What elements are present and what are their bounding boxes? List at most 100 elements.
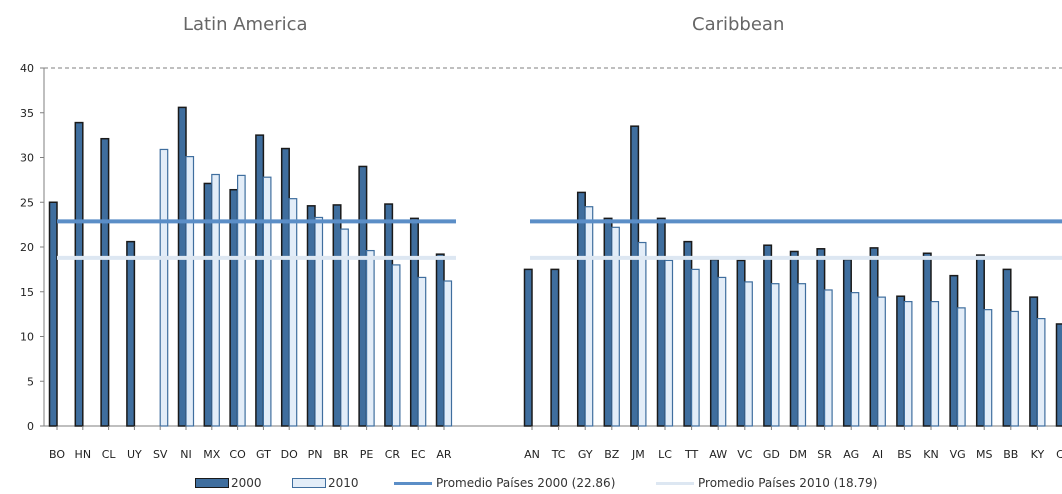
bar-2000-KY	[1029, 296, 1039, 427]
bar-2000-CL	[100, 137, 110, 427]
y-tick-label: 40	[20, 62, 34, 75]
bar-2010-AG	[850, 292, 860, 427]
x-tick-label-BZ: BZ	[604, 448, 620, 461]
x-tick-label-AN: AN	[524, 448, 540, 461]
bar-2000-BZ	[603, 217, 613, 427]
bar-2000-GT	[255, 134, 265, 427]
x-tick-label-DO: DO	[281, 448, 298, 461]
bar-2010-AR	[443, 280, 453, 427]
x-tick-label-KN: KN	[923, 448, 938, 461]
bar-2000-HN	[74, 121, 84, 427]
x-tick-label-TC: TC	[551, 448, 566, 461]
legend-label-avg-2000: Promedio Países 2000 (22.86)	[436, 476, 616, 490]
bar-2000-VG	[949, 274, 959, 427]
x-tick-label-HN: HN	[75, 448, 92, 461]
legend-item-avg-2010: Promedio Países 2010 (18.79)	[656, 476, 877, 490]
bar-2010-AI	[877, 296, 886, 427]
x-tick-label-LC: LC	[658, 448, 672, 461]
bar-2000-PE	[358, 165, 368, 427]
bar-2010-DM	[797, 283, 807, 427]
bar-2010-CO	[237, 174, 246, 427]
bar-2000-UY	[126, 240, 136, 427]
bar-2010-SR	[823, 289, 833, 427]
bar-2010-GT	[262, 176, 272, 427]
bar-2010-PE	[366, 249, 375, 427]
bar-2010-DO	[288, 198, 298, 427]
bar-2000-GD	[763, 244, 773, 427]
bar-2000-MS	[975, 254, 985, 427]
x-tick-label-CL: CL	[102, 448, 117, 461]
bar-2000-EC	[409, 217, 419, 427]
x-tick-label-GY: GY	[578, 448, 593, 461]
x-tick-label-VC: VC	[737, 448, 753, 461]
bar-2000-CU	[1055, 323, 1062, 427]
bar-2000-VC	[736, 259, 746, 427]
bar-2000-AG	[842, 258, 852, 427]
bar-2010-AW	[717, 276, 727, 427]
x-tick-label-JM: JM	[631, 448, 645, 461]
y-tick-label: 15	[20, 286, 34, 299]
x-tick-label-AR: AR	[436, 448, 452, 461]
x-tick-label-AG: AG	[843, 448, 859, 461]
x-tick-label-AW: AW	[709, 448, 727, 461]
bar-2000-NI	[177, 106, 187, 427]
bar-2010-NI	[185, 156, 195, 427]
bar-2010-GY	[584, 206, 594, 427]
legend-item-2000: 2000	[195, 476, 262, 490]
bar-2010-MX	[211, 173, 220, 427]
bar-2000-CO	[229, 188, 239, 427]
x-tick-label-CO: CO	[229, 448, 246, 461]
bar-2010-TT	[690, 268, 700, 427]
x-tick-label-DM: DM	[789, 448, 807, 461]
legend-swatch-avg-2010	[656, 481, 694, 485]
group-title-caribbean: Caribbean	[692, 14, 785, 35]
x-tick-label-GD: GD	[763, 448, 780, 461]
y-tick-label: 0	[27, 420, 34, 433]
bar-2010-EC	[417, 276, 427, 427]
bar-2000-AW	[709, 258, 719, 427]
bar-2000-AN	[523, 268, 533, 427]
x-tick-label-GT: GT	[256, 448, 271, 461]
x-tick-label-CU: CU	[1056, 448, 1062, 461]
bar-2000-BR	[332, 204, 342, 427]
bar-2000-JM	[630, 125, 640, 427]
bar-2000-TC	[550, 268, 560, 427]
x-tick-label-TT: TT	[684, 448, 699, 461]
bar-2010-PN	[314, 216, 324, 427]
y-tick-label: 20	[20, 241, 34, 254]
x-tick-label-BS: BS	[897, 448, 911, 461]
bar-2010-CR	[391, 264, 401, 427]
bar-2000-BO	[48, 201, 58, 427]
x-tick-label-SV: SV	[153, 448, 168, 461]
bar-2000-CR	[384, 203, 394, 427]
x-tick-label-MX: MX	[203, 448, 220, 461]
x-tick-label-BO: BO	[49, 448, 65, 461]
legend-item-avg-2000: Promedio Países 2000 (22.86)	[394, 476, 615, 490]
bar-2000-PN	[306, 205, 316, 427]
x-tick-label-BR: BR	[333, 448, 349, 461]
group-title-latin-america: Latin America	[183, 14, 308, 35]
legend-label-avg-2010: Promedio Países 2010 (18.79)	[698, 476, 878, 490]
x-tick-label-EC: EC	[411, 448, 426, 461]
x-tick-label-CR: CR	[385, 448, 401, 461]
bar-2000-DM	[789, 250, 799, 427]
bar-2010-VG	[956, 307, 966, 427]
bar-2000-BB	[1002, 268, 1012, 427]
legend-item-2010: 2010	[292, 476, 359, 490]
bar-2010-VC	[744, 281, 753, 427]
x-tick-label-AI: AI	[872, 448, 883, 461]
bar-2010-BR	[340, 228, 349, 427]
x-tick-label-MS: MS	[976, 448, 992, 461]
x-tick-label-KY: KY	[1031, 448, 1045, 461]
y-tick-label: 10	[20, 331, 34, 344]
bar-2010-KY	[1036, 318, 1046, 427]
bar-2000-TT	[683, 240, 693, 427]
x-tick-label-BB: BB	[1003, 448, 1018, 461]
bar-2000-GY	[576, 191, 586, 427]
x-tick-label-PE: PE	[360, 448, 374, 461]
bar-2010-SV	[159, 148, 169, 427]
bar-2010-MS	[983, 309, 993, 427]
bar-2000-KN	[922, 252, 932, 427]
y-tick-label: 30	[20, 152, 34, 165]
